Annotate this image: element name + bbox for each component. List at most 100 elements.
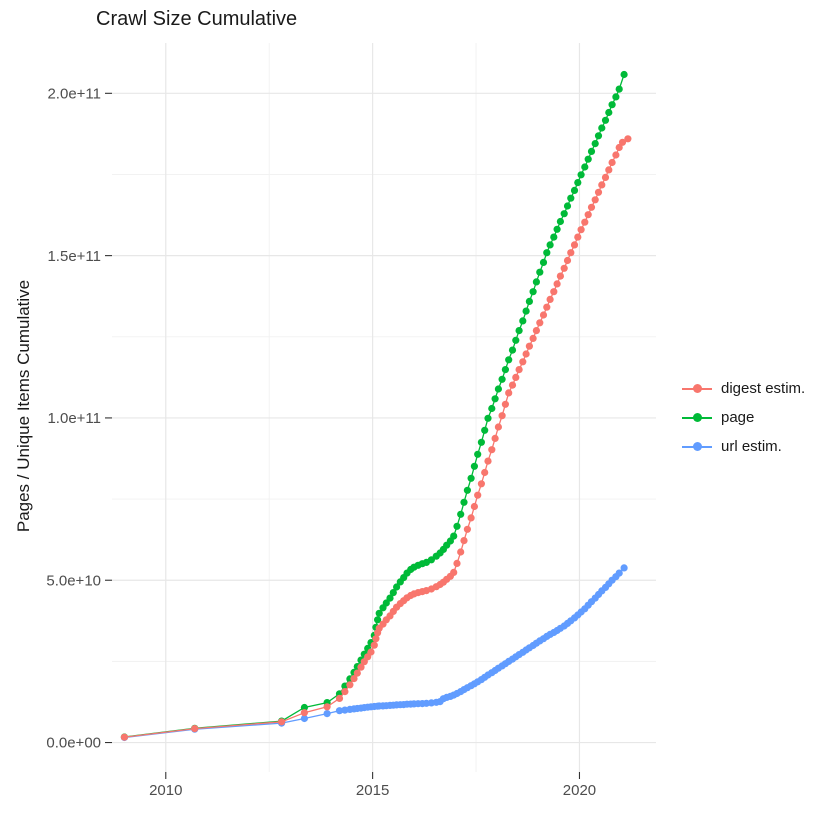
- data-point: [515, 366, 523, 374]
- data-point: [525, 342, 534, 350]
- data-point: [529, 288, 537, 296]
- data-point: [550, 288, 558, 296]
- y-tick-label: 2.0e+11: [47, 86, 101, 103]
- data-point: [508, 381, 517, 389]
- data-point: [560, 210, 568, 218]
- data-point: [594, 188, 603, 196]
- data-point: [453, 522, 461, 530]
- y-tick-label: 5.0e+10: [46, 572, 101, 589]
- y-tick-label: 1.0e+11: [47, 410, 101, 427]
- data-point: [323, 703, 331, 711]
- data-point: [463, 525, 471, 533]
- data-point: [567, 194, 575, 202]
- data-point: [481, 426, 489, 434]
- data-point: [587, 203, 596, 211]
- data-point: [501, 366, 509, 374]
- data-point: [467, 514, 475, 522]
- data-point: [536, 319, 544, 327]
- data-point: [612, 93, 620, 101]
- data-point: [505, 356, 513, 364]
- data-point: [382, 599, 390, 607]
- data-point: [587, 147, 596, 155]
- data-point: [460, 498, 468, 506]
- data-point: [300, 714, 308, 723]
- y-tick-label: 1.5e+11: [47, 248, 101, 265]
- data-point: [470, 462, 478, 470]
- data-point: [601, 116, 610, 124]
- data-point: [494, 423, 502, 431]
- data-point: [450, 568, 458, 577]
- data-point: [393, 583, 401, 591]
- data-point: [624, 135, 632, 143]
- data-point: [598, 124, 606, 132]
- data-point: [491, 395, 499, 403]
- data-point: [620, 70, 628, 79]
- data-point: [591, 196, 599, 204]
- data-point: [488, 446, 496, 454]
- data-point: [615, 85, 623, 93]
- data-point: [457, 510, 465, 518]
- data-point: [389, 589, 397, 597]
- data-point: [532, 278, 541, 286]
- legend-item-digest: digest estim.: [682, 378, 805, 399]
- data-point: [346, 681, 354, 689]
- data-point: [620, 564, 628, 572]
- x-tick-label: 2020: [563, 782, 596, 799]
- data-point: [570, 186, 579, 194]
- data-point: [539, 311, 548, 319]
- data-point: [563, 256, 572, 265]
- legend-key-page-icon: [682, 408, 712, 428]
- data-point: [191, 725, 199, 733]
- data-point: [584, 155, 592, 163]
- data-point: [594, 132, 603, 140]
- data-point: [374, 616, 382, 624]
- data-point: [474, 450, 482, 458]
- data-point: [591, 140, 599, 148]
- data-point: [577, 226, 585, 234]
- data-point: [584, 211, 592, 219]
- data-point: [553, 280, 561, 288]
- data-point: [570, 241, 579, 249]
- data-point: [543, 249, 551, 257]
- data-point: [556, 272, 565, 280]
- data-point: [463, 486, 471, 494]
- data-point: [278, 718, 286, 726]
- data-point: [546, 241, 554, 249]
- legend-key-digest-icon: [682, 379, 712, 399]
- data-point: [353, 669, 361, 677]
- data-point: [550, 233, 558, 241]
- data-point: [574, 233, 582, 241]
- data-point: [512, 336, 520, 344]
- data-point: [120, 733, 128, 741]
- data-point: [605, 108, 613, 117]
- data-point: [350, 675, 358, 683]
- data-point: [553, 225, 561, 233]
- legend-label-digest: digest estim.: [721, 380, 806, 397]
- legend-item-url: url estim.: [682, 436, 805, 457]
- data-point: [477, 480, 485, 488]
- data-point: [563, 202, 572, 210]
- data-point: [477, 438, 485, 446]
- legend-label-url: url estim.: [721, 438, 782, 455]
- data-point: [375, 609, 383, 617]
- data-point: [529, 334, 537, 342]
- data-point: [300, 709, 308, 717]
- data-point: [488, 404, 496, 413]
- data-point: [484, 414, 492, 422]
- data-point: [515, 327, 523, 335]
- data-point: [484, 457, 492, 465]
- data-point: [612, 151, 620, 159]
- data-point: [453, 559, 461, 568]
- data-point: [608, 101, 616, 109]
- data-point: [522, 350, 530, 358]
- data-point: [386, 594, 394, 602]
- data-point: [598, 181, 606, 189]
- data-point: [370, 641, 378, 649]
- data-point: [581, 163, 589, 171]
- data-point: [323, 710, 331, 718]
- data-point: [525, 297, 534, 305]
- data-point: [608, 158, 616, 167]
- data-point: [601, 173, 610, 181]
- data-point: [615, 569, 623, 577]
